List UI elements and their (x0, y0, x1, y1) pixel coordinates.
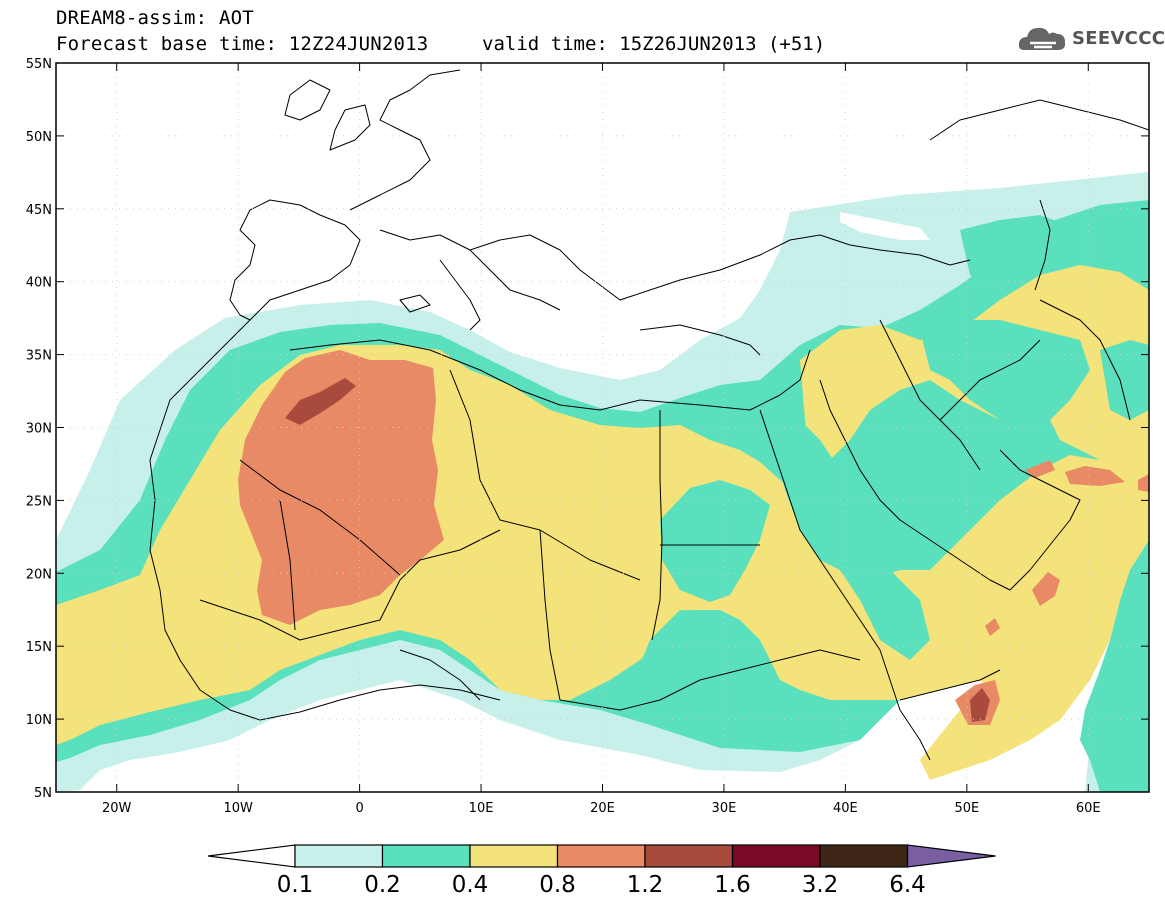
lon-tick-label: 30E (712, 801, 737, 816)
colorbar-level-label: 0.2 (364, 872, 401, 898)
colorbar-box (294, 844, 384, 868)
colorbar-level-label: 0.8 (539, 872, 576, 898)
colorbar-arrow-high (906, 844, 996, 868)
lat-lon-grid (56, 63, 1149, 792)
logo-text: SEEVCCC (1072, 27, 1165, 49)
colorbar-arrow-low (207, 844, 296, 868)
colorbar: 0.1 0.2 0.4 0.8 1.2 1.6 3.2 6.4 (207, 844, 996, 898)
colorbar-level-label: 0.4 (452, 872, 489, 898)
colorbar-box (381, 844, 471, 868)
aot-contour-1.2 (285, 378, 356, 425)
lon-tick-label: 60E (1076, 801, 1101, 816)
chart-title: DREAM8-assim: AOT (56, 7, 254, 29)
colorbar-box (731, 844, 821, 868)
lon-tick-label: 10E (469, 801, 494, 816)
lat-tick-label: 15N (26, 640, 52, 655)
lon-tick-label: 50E (954, 801, 979, 816)
lat-tick-label: 40N (26, 276, 52, 291)
lat-tick-label: 45N (26, 203, 52, 218)
map-area (56, 63, 1149, 792)
longitude-labels: 20W 10W 0 10E 20E 30E 40E 50E 60E (102, 801, 1101, 816)
lat-tick-label: 10N (26, 713, 52, 728)
lon-tick-label: 0 (355, 801, 363, 816)
lat-tick-label: 30N (26, 422, 52, 437)
colorbar-box (644, 844, 734, 868)
valid-time: valid time: 15Z26JUN2013 (+51) (482, 33, 826, 55)
lat-tick-label: 25N (26, 494, 52, 509)
seevccc-logo: SEEVCCC (1018, 23, 1165, 53)
colorbar-level-label: 6.4 (889, 872, 926, 898)
forecast-base-time: Forecast base time: 12Z24JUN2013 (56, 33, 429, 55)
colorbar-level-label: 1.6 (714, 872, 751, 898)
colorbar-box (469, 844, 559, 868)
colorbar-level-label: 3.2 (802, 872, 839, 898)
lon-tick-label: 40E (833, 801, 858, 816)
lat-tick-label: 50N (26, 130, 52, 145)
lat-tick-label: 55N (26, 57, 52, 72)
colorbar-box (819, 844, 909, 868)
lon-tick-label: 20E (590, 801, 615, 816)
lat-tick-label: 35N (26, 349, 52, 364)
lon-tick-label: 10W (223, 801, 253, 816)
cloud-icon (1018, 27, 1066, 50)
colorbar-level-label: 0.1 (277, 872, 314, 898)
lat-tick-label: 20N (26, 567, 52, 582)
colorbar-box (556, 844, 646, 868)
coastlines-borders (149, 69, 1149, 761)
latitude-labels: 55N 50N 45N 40N 35N 30N 25N 20N 15N 10N 5N (26, 57, 52, 801)
lon-tick-label: 20W (102, 801, 132, 816)
lat-tick-label: 5N (34, 786, 52, 801)
colorbar-level-label: 1.2 (627, 872, 664, 898)
